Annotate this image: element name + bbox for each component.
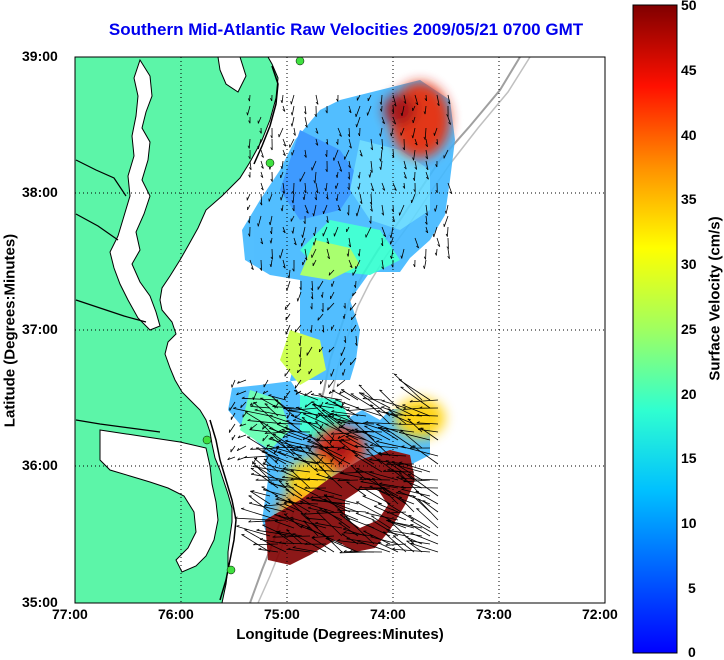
velocity-arrow <box>404 139 405 150</box>
velocity-arrow-head <box>290 449 293 450</box>
colorbar-tick-label: 10 <box>681 515 697 531</box>
velocity-arrow-head <box>272 397 275 398</box>
velocity-arrow <box>356 281 357 288</box>
velocity-arrow-head <box>318 413 321 414</box>
velocity-arrow-head <box>433 234 434 237</box>
y-axis-label: Latitude (Degrees:Minutes) <box>2 201 19 461</box>
colorbar-tick-label: 45 <box>681 62 697 78</box>
velocity-arrow <box>279 432 310 433</box>
x-tick-label: 72:00 <box>582 606 618 622</box>
y-tick-label: 38:00 <box>22 184 58 200</box>
velocity-arrow-head <box>340 515 343 516</box>
x-tick-label: 73:00 <box>476 606 512 622</box>
velocity-arrow-head <box>339 441 342 442</box>
station-dot <box>227 566 235 574</box>
station-dot <box>203 436 211 444</box>
velocity-arrow-head <box>297 298 298 301</box>
velocity-arrow-head <box>269 428 272 429</box>
colorbar-tick-label: 35 <box>681 191 697 207</box>
y-tick-label: 35:00 <box>22 594 58 610</box>
velocity-arrow-head <box>376 424 379 425</box>
x-axis-label: Longitude (Degrees:Minutes) <box>75 626 605 643</box>
colorbar-tick-label: 25 <box>681 321 697 337</box>
velocity-arrow-head <box>434 133 435 136</box>
velocity-arrow <box>415 172 416 181</box>
colorbar-tick-label: 50 <box>681 0 697 13</box>
velocity-arrow-head <box>318 318 319 321</box>
station-dot <box>296 57 304 65</box>
velocity-arrow-head <box>287 421 290 422</box>
velocity-arrow-head <box>357 541 360 542</box>
colorbar-tick-label: 30 <box>681 256 697 272</box>
velocity-arrow-head <box>350 307 351 310</box>
velocity-arrow-head <box>335 399 338 400</box>
velocity-arrow-head <box>351 317 352 320</box>
y-tick-label: 36:00 <box>22 457 58 473</box>
velocity-arrow <box>250 95 251 101</box>
y-tick-label: 37:00 <box>22 321 58 337</box>
colorbar-tick-label: 5 <box>688 580 696 596</box>
velocity-arrow-head <box>275 521 278 522</box>
velocity-arrow-head <box>282 429 285 430</box>
station-dot <box>266 159 274 167</box>
velocity-arrow-head <box>269 482 272 483</box>
velocity-arrow-head <box>317 474 320 475</box>
colorbar-tick-label: 0 <box>688 644 696 660</box>
velocity-arrow-head <box>350 362 351 365</box>
velocity-arrow <box>294 183 295 194</box>
velocity-arrow-head <box>335 186 336 189</box>
x-tick-label: 75:00 <box>264 606 300 622</box>
colorbar-tick-label: 20 <box>681 386 697 402</box>
velocity-arrow-head <box>249 496 252 497</box>
colorbar-label: Surface Velocity (cm/s) <box>707 149 724 449</box>
x-tick-label: 74:00 <box>370 606 406 622</box>
velocity-arrow <box>272 249 273 259</box>
colorbar-tick-label: 40 <box>681 127 697 143</box>
velocity-arrow-head <box>270 415 273 416</box>
y-tick-label: 39:00 <box>22 48 58 64</box>
colorbar <box>633 5 677 653</box>
velocity-arrow-head <box>286 483 289 484</box>
colorbar-tick-label: 15 <box>681 450 697 466</box>
x-tick-label: 76:00 <box>158 606 194 622</box>
velocity-arrow-head <box>292 152 293 155</box>
velocity-arrow-head <box>363 423 366 424</box>
velocity-arrow-head <box>393 536 396 537</box>
